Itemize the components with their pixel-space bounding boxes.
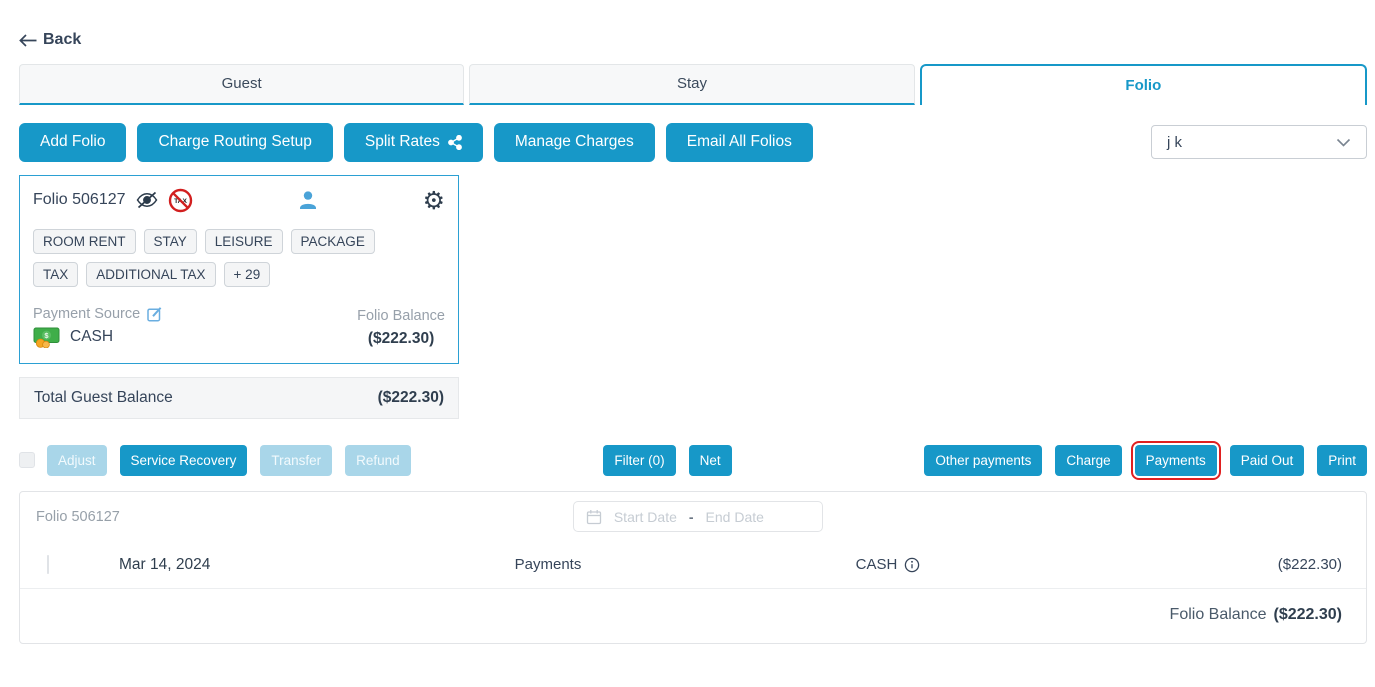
transaction-amount: ($222.30) <box>1277 556 1342 573</box>
transaction-description: Payments <box>514 556 582 573</box>
table-folio-balance-value: ($222.30) <box>1273 605 1343 623</box>
share-icon <box>447 134 462 150</box>
chevron-down-icon <box>1336 138 1351 147</box>
tag-tax: TAX <box>33 261 79 287</box>
back-link[interactable]: Back <box>19 31 81 49</box>
transactions-table: Folio 506127 Start Date - End Date Mar 1… <box>19 490 1367 644</box>
transactions-table-header: Folio 506127 Start Date - End Date <box>20 492 1366 542</box>
paid-out-button[interactable]: Paid Out <box>1229 444 1305 476</box>
select-all-checkbox[interactable] <box>19 452 35 468</box>
cash-money-icon: $ <box>33 327 61 348</box>
folio-card-header: Folio 506127 TAX ⚙ <box>33 188 445 213</box>
guest-person-icon[interactable] <box>299 191 317 209</box>
add-folio-button[interactable]: Add Folio <box>19 122 127 162</box>
date-range-picker[interactable]: Start Date - End Date <box>572 501 823 532</box>
folio-toolbar: Add Folio Charge Routing Setup Split Rat… <box>19 122 1367 162</box>
table-folio-balance-label: Folio Balance <box>1169 605 1267 623</box>
transaction-method: CASH <box>663 556 1113 573</box>
folio-select-value: j k <box>1167 133 1182 151</box>
tab-guest[interactable]: Guest <box>19 63 465 105</box>
tab-bar: Guest Stay Folio <box>19 63 1367 105</box>
net-button[interactable]: Net <box>688 444 732 476</box>
total-guest-balance-label: Total Guest Balance <box>34 388 173 406</box>
split-rates-label: Split Rates <box>364 133 440 150</box>
info-icon[interactable] <box>904 557 920 573</box>
adjust-button[interactable]: Adjust <box>47 444 107 476</box>
transactions-actions-row: Adjust Service Recovery Transfer Refund … <box>19 440 1367 480</box>
email-all-folios-button[interactable]: Email All Folios <box>665 122 813 162</box>
manage-charges-button[interactable]: Manage Charges <box>493 122 655 162</box>
charge-category-tags: ROOM RENT STAY LEISURE PACKAGE TAX ADDIT… <box>33 228 413 287</box>
calendar-icon <box>586 509 602 525</box>
payment-source-label: Payment Source <box>33 305 141 322</box>
other-payments-button[interactable]: Other payments <box>924 444 1043 476</box>
folio-balance-value: ($222.30) <box>367 329 435 347</box>
tag-stay: STAY <box>143 228 197 254</box>
folio-card: Folio 506127 TAX ⚙ ROOM RENT STAY LEISUR… <box>19 174 459 364</box>
end-date-placeholder[interactable]: End Date <box>705 508 764 525</box>
tab-folio[interactable]: Folio <box>919 63 1367 105</box>
print-button[interactable]: Print <box>1317 444 1367 476</box>
back-row: Back <box>19 0 1367 52</box>
back-label: Back <box>43 31 82 48</box>
tag-room-rent: ROOM RENT <box>33 228 136 254</box>
folio-select-dropdown[interactable]: j k <box>1151 125 1367 159</box>
table-folio-title: Folio 506127 <box>36 508 120 525</box>
split-rates-button[interactable]: Split Rates <box>343 122 483 162</box>
payment-method-value: CASH <box>70 328 114 345</box>
charge-routing-setup-button[interactable]: Charge Routing Setup <box>137 122 333 162</box>
total-guest-balance-row: Total Guest Balance ($222.30) <box>19 376 459 419</box>
row-checkbox[interactable] <box>47 554 49 574</box>
transaction-date: Mar 14, 2024 <box>119 555 211 573</box>
tag-leisure: LEISURE <box>204 228 283 254</box>
charge-button[interactable]: Charge <box>1055 444 1122 476</box>
tax-exempt-icon[interactable]: TAX <box>168 188 193 213</box>
edit-payment-source-icon[interactable] <box>147 306 163 322</box>
refund-button[interactable]: Refund <box>345 444 411 476</box>
total-guest-balance-value: ($222.30) <box>377 388 444 406</box>
filter-button[interactable]: Filter (0) <box>603 444 676 476</box>
payment-source-block: Payment Source $ CASH <box>33 306 163 348</box>
service-recovery-button[interactable]: Service Recovery <box>119 444 248 476</box>
folio-settings-gear-icon[interactable]: ⚙ <box>422 185 445 215</box>
tab-stay[interactable]: Stay <box>469 63 915 105</box>
transactions-table-footer: Folio Balance ($222.30) <box>20 589 1366 643</box>
folio-card-footer: Payment Source $ CASH Folio Balance ($22… <box>33 306 445 348</box>
folio-card-title: Folio 506127 <box>33 191 126 208</box>
transfer-button[interactable]: Transfer <box>260 444 333 476</box>
back-arrow-icon <box>19 33 37 47</box>
folio-balance-label: Folio Balance <box>357 307 445 324</box>
date-range-separator: - <box>688 508 694 525</box>
hide-folio-eye-slash-icon[interactable] <box>135 191 159 209</box>
payments-button[interactable]: Payments <box>1130 440 1221 480</box>
transaction-method-value: CASH <box>855 556 898 573</box>
folio-page: Back Guest Stay Folio Add Folio Charge R… <box>19 0 1367 644</box>
tag-package: PACKAGE <box>290 228 375 254</box>
tag-additional-tax: ADDITIONAL TAX <box>86 261 216 287</box>
svg-text:$: $ <box>44 330 49 339</box>
transaction-row: Mar 14, 2024 Payments CASH ($222.30) <box>20 542 1366 589</box>
tag-more-count[interactable]: + 29 <box>223 261 271 287</box>
start-date-placeholder[interactable]: Start Date <box>613 508 677 525</box>
folio-balance-block: Folio Balance ($222.30) <box>357 308 445 348</box>
